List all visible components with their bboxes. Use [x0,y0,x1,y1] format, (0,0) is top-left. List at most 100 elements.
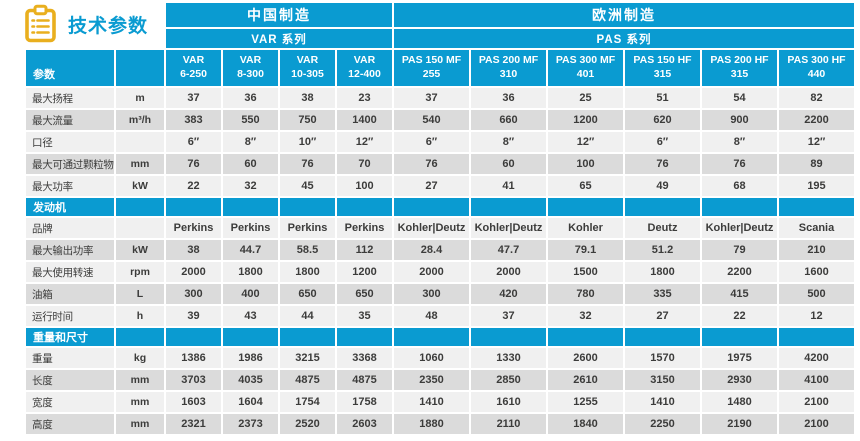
value-cell: 1800 [625,262,700,282]
section-header-blank [394,198,469,216]
value-cell: 12″ [779,132,854,152]
section-header-blank [779,198,854,216]
value-cell: 8″ [702,132,777,152]
row-label: 长度 [26,370,114,390]
value-cell: 383 [166,110,221,130]
value-cell: 415 [702,284,777,304]
value-cell: 1200 [337,262,392,282]
value-cell: 1986 [223,348,278,368]
value-cell: 1570 [625,348,700,368]
value-cell: 12″ [337,132,392,152]
value-cell: 76 [280,154,335,174]
value-cell: 400 [223,284,278,304]
section-header-blank [280,328,335,346]
unit-header-blank [116,50,164,86]
value-cell: 195 [779,176,854,196]
value-cell: 8″ [223,132,278,152]
value-cell: 4875 [337,370,392,390]
value-cell: 10″ [280,132,335,152]
value-cell: 37 [166,88,221,108]
row-unit: mm [116,370,164,390]
value-cell: 3703 [166,370,221,390]
value-cell: 37 [394,88,469,108]
value-cell: 22 [702,306,777,326]
series-header: PAS 系列 [394,29,854,48]
value-cell: 500 [779,284,854,304]
value-cell: 76 [166,154,221,174]
row-unit: mm [116,154,164,174]
value-cell: 60 [223,154,278,174]
value-cell: 1600 [779,262,854,282]
value-cell: 48 [394,306,469,326]
value-cell: 45 [280,176,335,196]
row-label: 最大使用转速 [26,262,114,282]
value-cell: 300 [394,284,469,304]
row-label: 最大可通过颗粒物 [26,154,114,174]
value-cell: 2000 [394,262,469,282]
value-cell: 38 [166,240,221,260]
row-label: 运行时间 [26,306,114,326]
value-cell: 12 [779,306,854,326]
value-cell: 3215 [280,348,335,368]
row-label: 重量 [26,348,114,368]
value-cell: 2250 [625,414,700,434]
value-cell: 2603 [337,414,392,434]
value-cell: 100 [337,176,392,196]
value-cell: 2520 [280,414,335,434]
value-cell: Kohler|Deutz [394,218,469,238]
spec-table: 中国制造 欧洲制造 VAR 系列 PAS 系列 参数 VAR 6-250 VAR 8-300… [24,1,856,436]
value-cell: 210 [779,240,854,260]
value-cell: 54 [702,88,777,108]
value-cell: 58.5 [280,240,335,260]
value-cell: 28.4 [394,240,469,260]
value-cell: 2190 [702,414,777,434]
clipboard-icon [25,4,56,43]
section-header-blank [471,328,546,346]
param-header: 参数 [26,50,114,86]
value-cell: 79.1 [548,240,623,260]
value-cell: 27 [625,306,700,326]
section-header-blank [337,328,392,346]
value-cell: 23 [337,88,392,108]
value-cell: 47.7 [471,240,546,260]
section-header-blank [223,328,278,346]
value-cell: 750 [280,110,335,130]
row-label: 口径 [26,132,114,152]
value-cell: 22 [166,176,221,196]
value-cell: 4035 [223,370,278,390]
value-cell: 44.7 [223,240,278,260]
row-unit: h [116,306,164,326]
value-cell: 6″ [394,132,469,152]
value-cell: 1800 [223,262,278,282]
value-cell: 1603 [166,392,221,412]
value-cell: 1255 [548,392,623,412]
row-label: 最大扬程 [26,88,114,108]
page-title-block: 技术参数 [24,4,148,44]
value-cell: 1060 [394,348,469,368]
group-header: 中国制造 [166,3,392,27]
value-cell: 660 [471,110,546,130]
value-cell: 335 [625,284,700,304]
value-cell: 8″ [471,132,546,152]
value-cell: 68 [702,176,777,196]
value-cell: 1410 [394,392,469,412]
value-cell: Kohler [548,218,623,238]
row-label: 最大输出功率 [26,240,114,260]
value-cell: 900 [702,110,777,130]
value-cell: 4875 [280,370,335,390]
value-cell: 1880 [394,414,469,434]
value-cell: 1758 [337,392,392,412]
value-cell: 300 [166,284,221,304]
value-cell: 2600 [548,348,623,368]
value-cell: 2110 [471,414,546,434]
row-unit: L [116,284,164,304]
section-header-blank [548,198,623,216]
value-cell: 2000 [166,262,221,282]
value-cell: 25 [548,88,623,108]
value-cell: 82 [779,88,854,108]
value-cell: Perkins [280,218,335,238]
value-cell: 2100 [779,392,854,412]
row-unit [116,132,164,152]
value-cell: 37 [471,306,546,326]
